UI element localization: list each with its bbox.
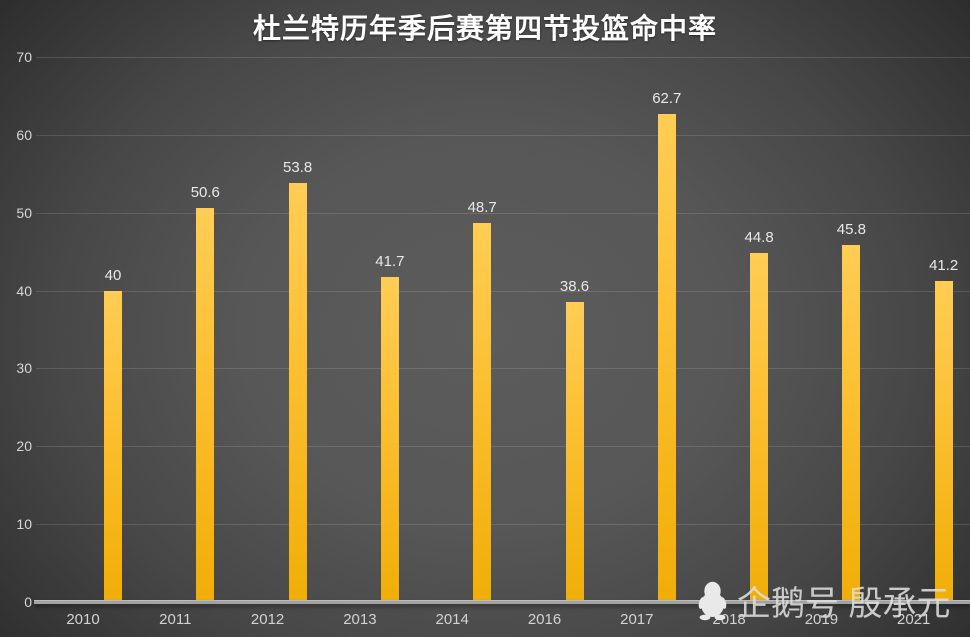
bar [842,245,861,602]
bar [657,113,676,602]
bar-value-label: 53.8 [282,159,313,177]
y-tick-label: 60 [16,126,32,143]
x-tick-label: 2014 [435,611,469,628]
x-tick-label: 2017 [620,611,654,628]
gridline [36,368,970,370]
y-tick-label: 30 [16,360,32,377]
y-tick-label: 10 [16,516,32,533]
bar [565,301,584,602]
chart-title: 杜兰特历年季后赛第四节投篮命中率 [252,13,717,44]
gridline [36,290,970,292]
x-tick-label: 2013 [343,611,377,628]
bar [196,208,215,602]
gridline [36,57,970,58]
bar-value-label: 45.8 [836,221,866,239]
y-tick-label: 40 [16,282,32,299]
bar-value-label: 41.7 [375,253,405,271]
x-tick-label: 2012 [250,611,285,628]
y-tick-label: 70 [16,49,32,65]
bar [104,290,122,602]
x-tick-label: 2010 [66,611,100,628]
bar [473,222,492,602]
watermark-text: 企鹅号 殷承元 [737,584,951,623]
bar-value-label: 44.8 [744,229,774,247]
x-axis-line [34,600,970,604]
x-tick-label: 2016 [527,611,562,628]
penguin-icon [697,581,728,626]
x-tick-label: 2021 [897,611,931,628]
bar-value-label: 41.2 [929,257,959,275]
bar [380,277,399,602]
gridline [36,134,970,136]
bar-value-label: 62.7 [652,89,682,107]
bar-value-label: 50.6 [190,184,220,201]
x-tick-label: 2019 [804,611,839,628]
gridline [36,446,970,448]
bar-value-label: 38.6 [559,277,590,295]
bar [750,253,769,602]
bar-value-label: 48.7 [467,198,497,216]
y-tick-label: 20 [16,438,32,455]
bar-value-label: 40 [104,266,122,284]
bar [934,281,953,602]
y-tick-label: 50 [16,204,32,221]
gridline [36,212,970,214]
watermark: 企鹅号 殷承元 [697,581,950,626]
gridline [36,524,970,526]
y-tick-label: 0 [24,594,32,610]
bar [288,183,307,602]
x-tick-label: 2011 [159,611,192,628]
